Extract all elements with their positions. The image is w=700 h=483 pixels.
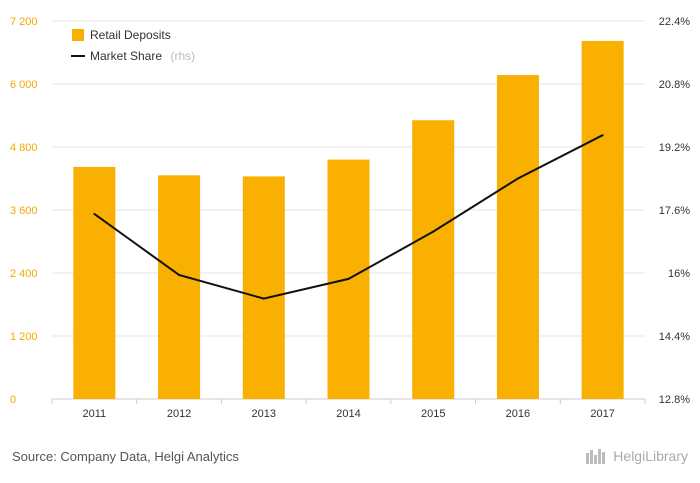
line-point-2012 [178,273,181,276]
right-tick-label: 19.2% [659,142,690,154]
x-tick-label: 2013 [252,408,276,420]
legend-swatch-retail-deposits [72,29,84,41]
x-tick-label: 2012 [167,408,191,420]
bar-2016 [496,75,539,399]
left-tick-label: 0 [10,394,16,406]
svg-text:Market Share (rhs): Market Share (rhs) [90,47,195,64]
right-tick-label: 20.8% [659,79,690,91]
legend: Retail Deposits Market Share (rhs) [71,28,195,64]
source-note: Source: Company Data, Helgi Analytics [12,449,239,464]
legend-rhs-note: (rhs) [170,49,195,63]
line-point-2013 [262,297,265,300]
left-tick-label: 7 200 [10,16,38,28]
x-tick-label: 2017 [590,408,614,420]
legend-label-market-share: Market Share [90,49,162,63]
bar-2015 [412,120,455,399]
left-tick-label: 2 400 [10,268,38,280]
bar-series [73,40,624,399]
x-tick-label: 2014 [336,408,360,420]
bar-2013 [242,176,285,399]
library-icon [586,449,606,464]
bar-2012 [158,175,201,399]
x-tick-label: 2016 [506,408,530,420]
line-series [93,134,604,300]
x-axis: 2011 2012 2013 2014 2015 2016 2017 [83,408,615,420]
line-point-2016 [516,177,519,180]
helgi-library-logo: HelgiLibrary [585,447,688,465]
bar-2011 [73,166,116,399]
right-axis: 12.8% 14.4% 16% 17.6% 19.2% 20.8% 22.4% [659,16,690,406]
gridlines [51,20,646,404]
line-point-2014 [347,277,350,280]
x-tick-label: 2011 [83,408,107,420]
left-tick-label: 3 600 [10,205,38,217]
logo-text: HelgiLibrary [613,448,688,464]
left-tick-label: 6 000 [10,79,38,91]
combo-chart: 0 1 200 2 400 3 600 4 800 6 000 7 200 12.8% 14.… [10,16,690,420]
bar-2017 [581,40,624,399]
line-point-2011 [93,212,96,215]
x-tick-label: 2015 [421,408,445,420]
line-point-2015 [432,230,435,233]
left-tick-label: 4 800 [10,142,38,154]
left-tick-label: 1 200 [10,331,38,343]
legend-label-retail-deposits: Retail Deposits [90,28,171,42]
right-tick-label: 17.6% [659,205,690,217]
left-axis: 0 1 200 2 400 3 600 4 800 6 000 7 200 [10,16,38,406]
right-tick-label: 14.4% [659,331,690,343]
right-tick-label: 12.8% [659,394,690,406]
right-tick-label: 16% [668,268,690,280]
line-point-2017 [601,134,604,137]
right-tick-label: 22.4% [659,16,690,28]
